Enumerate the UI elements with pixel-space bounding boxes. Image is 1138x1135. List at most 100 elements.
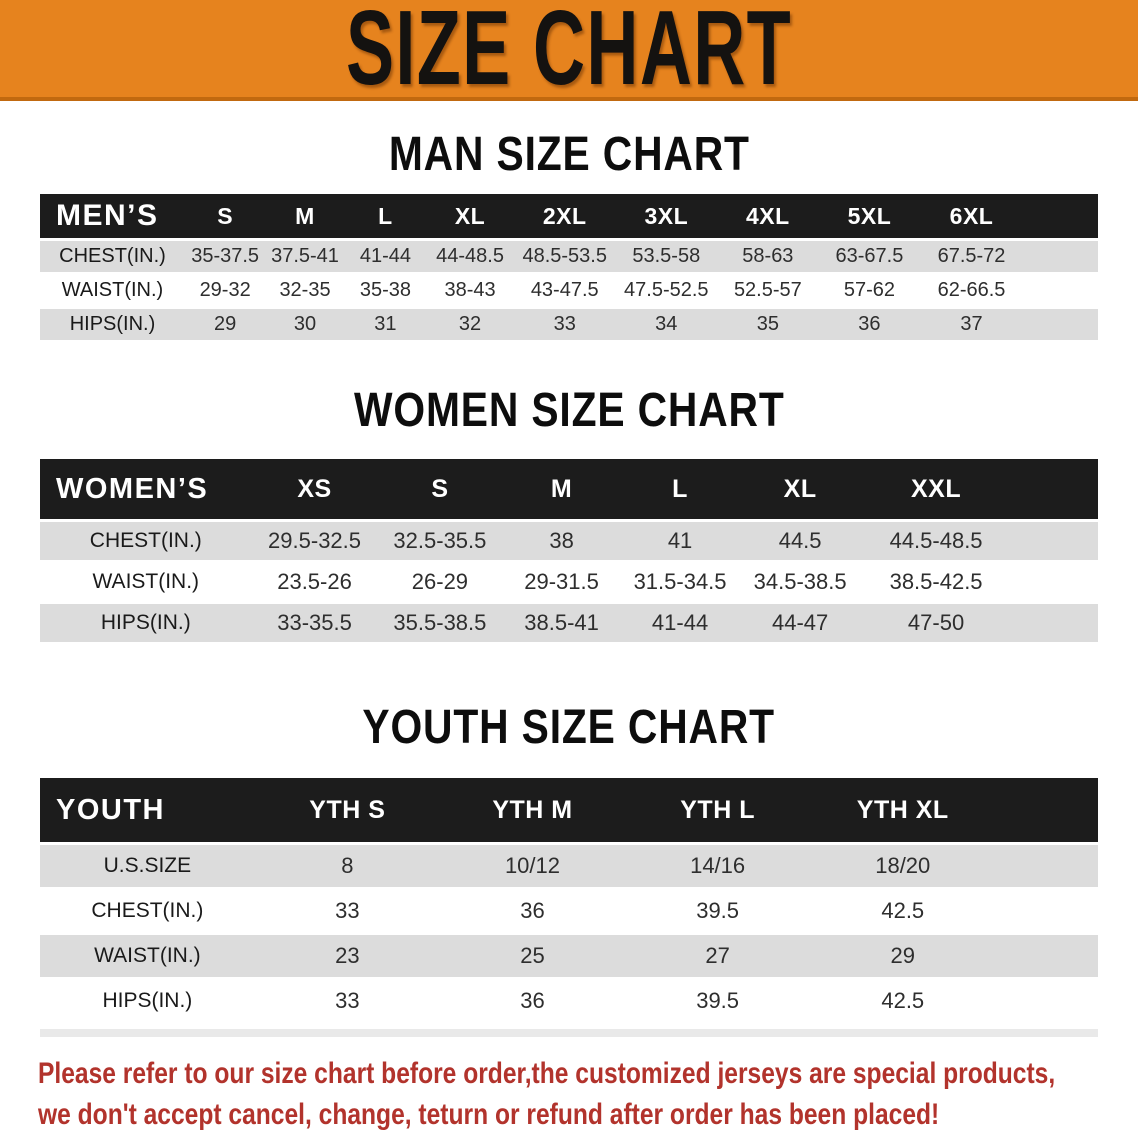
value-cell: 23 bbox=[254, 935, 440, 977]
row-filler-cell bbox=[995, 980, 1098, 1022]
measurement-row: HIPS(IN.) 29 30 31 32 33 34 35 36 37 bbox=[40, 309, 1098, 340]
men-section-heading-text: MAN SIZE CHART bbox=[388, 128, 750, 181]
table-title-cell: YOUTH bbox=[40, 778, 255, 842]
women-section-heading: WOMEN SIZE CHART bbox=[0, 343, 1138, 456]
value-cell: 14/16 bbox=[625, 845, 811, 887]
row-label-cell: HIPS(IN.) bbox=[40, 604, 252, 642]
women-section-heading-text: WOMEN SIZE CHART bbox=[353, 384, 785, 437]
row-label-cell: WAIST(IN.) bbox=[40, 935, 255, 977]
size-column-header: L bbox=[344, 194, 427, 238]
value-cell: 43-47.5 bbox=[513, 275, 616, 306]
measurement-row: HIPS(IN.) 33-35.5 35.5-38.5 38.5-41 41-44 44-… bbox=[40, 604, 1098, 642]
size-column-header: XXL bbox=[860, 459, 1012, 519]
section-youth: YOUTH SIZE CHART YOUTH YTH S YTH M YTH L YTH… bbox=[0, 645, 1138, 1037]
row-label-cell: CHEST(IN.) bbox=[40, 522, 252, 560]
row-filler-cell bbox=[995, 935, 1098, 977]
value-cell: 36 bbox=[439, 890, 626, 932]
value-cell: 33 bbox=[513, 309, 616, 340]
value-cell: 29-31.5 bbox=[502, 563, 621, 601]
value-cell: 29-32 bbox=[184, 275, 266, 306]
size-column-header: YTH XL bbox=[810, 778, 996, 842]
value-cell: 29 bbox=[810, 935, 996, 977]
row-filler-cell bbox=[1022, 275, 1098, 306]
row-filler-cell bbox=[1011, 604, 1098, 642]
value-cell: 23.5-26 bbox=[251, 563, 378, 601]
row-label-cell: WAIST(IN.) bbox=[40, 563, 252, 601]
value-cell: 38.5-42.5 bbox=[860, 563, 1012, 601]
row-filler-cell bbox=[995, 890, 1098, 932]
banner-title: SIZE CHART bbox=[345, 0, 793, 101]
table-bottom-edge bbox=[40, 1029, 1098, 1037]
value-cell: 63-67.5 bbox=[818, 241, 921, 272]
measurement-row: WAIST(IN.) 23.5-26 26-29 29-31.5 31.5-34.5 34… bbox=[40, 563, 1098, 601]
size-column-header: S bbox=[377, 459, 503, 519]
size-charts: MAN SIZE CHART MEN’S S M L XL 2XL 3XL 4XL 5XL 6XL… bbox=[0, 101, 1138, 1037]
size-column-header: M bbox=[265, 194, 345, 238]
section-men: MAN SIZE CHART MEN’S S M L XL 2XL 3XL 4XL 5XL 6XL… bbox=[0, 101, 1138, 343]
value-cell: 31.5-34.5 bbox=[620, 563, 740, 601]
row-label-cell: WAIST(IN.) bbox=[40, 275, 185, 306]
value-cell: 37 bbox=[920, 309, 1023, 340]
table-title-cell: MEN’S bbox=[40, 194, 185, 238]
value-cell: 62-66.5 bbox=[920, 275, 1023, 306]
men-size-table: MEN’S S M L XL 2XL 3XL 4XL 5XL 6XL CHEST(IN.) 35-37… bbox=[40, 191, 1098, 343]
value-cell: 47-50 bbox=[860, 604, 1012, 642]
table-header-row: WOMEN’S XS S M L XL XXL bbox=[40, 459, 1098, 519]
row-label-cell: HIPS(IN.) bbox=[40, 309, 185, 340]
banner: SIZE CHART bbox=[0, 0, 1138, 101]
row-label-cell: HIPS(IN.) bbox=[40, 980, 255, 1022]
size-column-header: 2XL bbox=[513, 194, 616, 238]
value-cell: 38 bbox=[502, 522, 621, 560]
value-cell: 35-37.5 bbox=[184, 241, 266, 272]
value-cell: 35.5-38.5 bbox=[377, 604, 503, 642]
value-cell: 33-35.5 bbox=[251, 604, 378, 642]
youth-section-heading: YOUTH SIZE CHART bbox=[0, 645, 1138, 775]
size-column-header: 6XL bbox=[920, 194, 1023, 238]
value-cell: 35 bbox=[717, 309, 819, 340]
value-cell: 25 bbox=[439, 935, 626, 977]
row-label-cell: U.S.SIZE bbox=[40, 845, 255, 887]
size-column-header: YTH L bbox=[625, 778, 811, 842]
value-cell: 26-29 bbox=[377, 563, 503, 601]
men-section-heading: MAN SIZE CHART bbox=[0, 101, 1138, 191]
value-cell: 44-47 bbox=[739, 604, 861, 642]
value-cell: 47.5-52.5 bbox=[615, 275, 718, 306]
value-cell: 29 bbox=[184, 309, 266, 340]
value-cell: 42.5 bbox=[810, 890, 996, 932]
value-cell: 37.5-41 bbox=[265, 241, 345, 272]
row-label-cell: CHEST(IN.) bbox=[40, 241, 185, 272]
table-header-row: MEN’S S M L XL 2XL 3XL 4XL 5XL 6XL bbox=[40, 194, 1098, 238]
value-cell: 57-62 bbox=[818, 275, 921, 306]
disclaimer-line-2: we don't accept cancel, change, teturn o… bbox=[38, 1098, 940, 1131]
size-column-header: S bbox=[184, 194, 266, 238]
size-column-header: M bbox=[502, 459, 621, 519]
value-cell: 52.5-57 bbox=[717, 275, 819, 306]
value-cell: 42.5 bbox=[810, 980, 996, 1022]
measurement-row: CHEST(IN.) 29.5-32.5 32.5-35.5 38 41 44.5 44.5… bbox=[40, 522, 1098, 560]
value-cell: 36 bbox=[818, 309, 921, 340]
section-women: WOMEN SIZE CHART WOMEN’S XS S M L XL XXL CHEST(… bbox=[0, 343, 1138, 645]
value-cell: 41-44 bbox=[620, 604, 740, 642]
table-header-row: YOUTH YTH S YTH M YTH L YTH XL bbox=[40, 778, 1098, 842]
size-column-header: 4XL bbox=[717, 194, 819, 238]
size-column-header: XL bbox=[426, 194, 514, 238]
value-cell: 44.5-48.5 bbox=[860, 522, 1012, 560]
women-size-table: WOMEN’S XS S M L XL XXL CHEST(IN.) 29.5-32.5 32.5… bbox=[40, 456, 1098, 645]
value-cell: 58-63 bbox=[717, 241, 819, 272]
value-cell: 36 bbox=[439, 980, 626, 1022]
value-cell: 33 bbox=[254, 890, 440, 932]
value-cell: 31 bbox=[344, 309, 427, 340]
row-filler-cell bbox=[1022, 241, 1098, 272]
value-cell: 33 bbox=[254, 980, 440, 1022]
size-column-header: L bbox=[620, 459, 740, 519]
header-filler-cell bbox=[1022, 194, 1098, 238]
value-cell: 34.5-38.5 bbox=[739, 563, 861, 601]
size-column-header: 3XL bbox=[615, 194, 718, 238]
value-cell: 48.5-53.5 bbox=[513, 241, 616, 272]
value-cell: 53.5-58 bbox=[615, 241, 718, 272]
value-cell: 18/20 bbox=[810, 845, 996, 887]
value-cell: 27 bbox=[625, 935, 811, 977]
youth-section-heading-text: YOUTH SIZE CHART bbox=[362, 701, 776, 754]
value-cell: 41-44 bbox=[344, 241, 427, 272]
value-cell: 38-43 bbox=[426, 275, 514, 306]
